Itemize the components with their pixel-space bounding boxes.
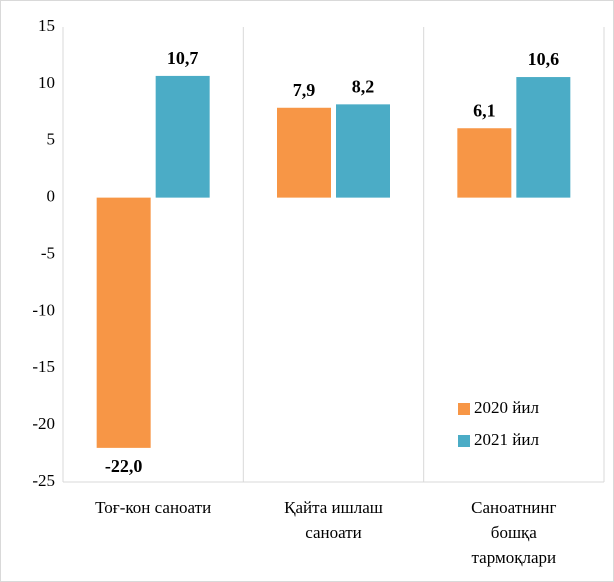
bar — [457, 128, 512, 198]
legend-label: 2020 йил — [474, 398, 539, 417]
legend-swatch — [458, 435, 470, 447]
x-tick-label: бошқа — [491, 523, 537, 542]
y-tick-label: -5 — [41, 243, 55, 262]
bar — [277, 107, 331, 198]
y-tick-label: -20 — [32, 414, 55, 433]
y-tick-label: 5 — [47, 130, 56, 149]
bar — [516, 77, 571, 198]
value-label: 8,2 — [352, 76, 375, 96]
y-tick-label: 10 — [38, 73, 55, 92]
bar — [155, 75, 210, 198]
value-label: 10,7 — [167, 48, 199, 68]
x-tick-label: Саноатнинг — [471, 498, 556, 517]
x-tick-label: Қайта ишлаш — [284, 498, 383, 517]
y-tick-label: -25 — [32, 471, 55, 490]
y-tick-label: 0 — [47, 187, 56, 206]
legend-label: 2021 йил — [474, 430, 539, 449]
bar — [336, 104, 390, 198]
y-tick-label: -15 — [32, 357, 55, 376]
x-tick-label: саноати — [305, 523, 362, 542]
y-tick-label: 15 — [38, 16, 55, 35]
legend-swatch — [458, 403, 470, 415]
value-label: 10,6 — [528, 49, 560, 69]
x-tick-label: Тоғ-кон саноати — [95, 498, 211, 517]
y-tick-label: -10 — [32, 300, 55, 319]
value-label: -22,0 — [105, 456, 143, 476]
x-tick-label: тармоқлари — [472, 548, 557, 567]
value-label: 6,1 — [473, 100, 496, 120]
bar — [96, 197, 151, 448]
value-label: 7,9 — [293, 80, 316, 100]
